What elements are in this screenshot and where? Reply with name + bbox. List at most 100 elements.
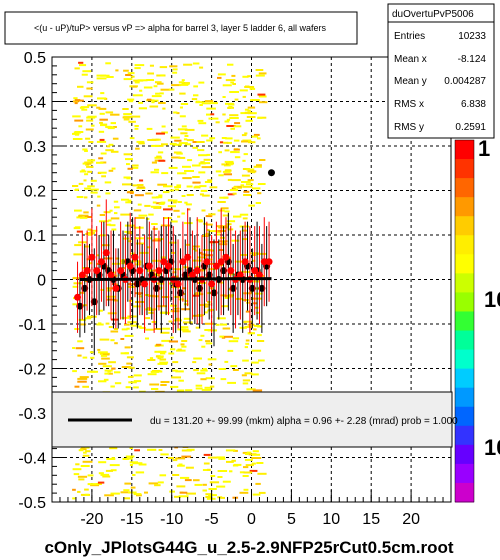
density-cell (127, 167, 133, 170)
density-cell (252, 187, 257, 190)
density-cell (162, 327, 170, 330)
density-cell (208, 363, 212, 366)
density-cell (74, 328, 80, 330)
density-cell (201, 166, 212, 169)
density-cell (195, 101, 205, 104)
density-cell (96, 254, 100, 257)
density-cell (207, 358, 217, 361)
density-cell (221, 163, 228, 166)
density-cell (184, 222, 193, 225)
density-cell (133, 226, 144, 229)
data-point (131, 253, 139, 261)
density-cell (90, 179, 97, 182)
palette-swatch (455, 444, 474, 465)
density-cell (160, 384, 167, 386)
data-point (260, 258, 268, 266)
density-cell (96, 77, 107, 80)
density-cell (127, 315, 137, 318)
density-cell (160, 201, 166, 204)
data-point (107, 271, 115, 279)
density-cell (221, 336, 226, 339)
density-cell (242, 217, 248, 220)
data-point (229, 284, 237, 292)
density-cell (168, 320, 172, 323)
density-cell (180, 326, 189, 329)
data-point (210, 289, 218, 297)
density-cell (147, 246, 151, 249)
density-cell (168, 88, 175, 91)
density-cell (186, 448, 195, 451)
density-cell (151, 223, 158, 225)
density-cell (130, 486, 136, 489)
density-cell (230, 81, 234, 84)
density-cell (198, 220, 203, 223)
density-cell (229, 91, 239, 93)
density-cell (135, 216, 145, 219)
density-cell (247, 332, 254, 335)
density-cell (159, 355, 163, 358)
density-cell (219, 323, 227, 326)
density-cell (156, 82, 164, 85)
density-cell (229, 117, 239, 119)
density-cell (225, 137, 233, 140)
density-cell (218, 281, 224, 284)
density-cell (108, 143, 114, 146)
density-cell (103, 257, 113, 260)
density-cell (232, 192, 237, 195)
density-cell (100, 152, 107, 155)
density-cell (168, 352, 175, 355)
density-cell (72, 303, 78, 306)
density-cell (135, 292, 143, 295)
density-cell (205, 496, 213, 498)
density-cell (196, 100, 200, 103)
density-cell (123, 113, 132, 116)
density-cell (257, 472, 267, 475)
density-cell (109, 447, 118, 450)
density-cell (132, 85, 137, 88)
density-cell (198, 171, 206, 174)
density-cell (252, 450, 259, 453)
data-point (165, 262, 173, 270)
density-cell (241, 181, 251, 183)
density-cell (222, 214, 230, 217)
density-cell (110, 122, 116, 125)
density-cell (206, 107, 216, 110)
density-cell (217, 201, 226, 203)
density-cell (154, 156, 163, 159)
density-cell (74, 133, 80, 136)
palette-swatch (455, 368, 474, 389)
density-cell (218, 368, 227, 370)
density-cell (104, 181, 112, 184)
density-cell (84, 161, 94, 164)
density-cell (203, 162, 210, 165)
density-cell (176, 389, 185, 392)
density-cell (124, 334, 134, 337)
density-cell (90, 356, 95, 359)
density-cell (229, 163, 233, 166)
density-cell (232, 83, 236, 85)
density-cell (89, 351, 94, 354)
density-cell (121, 328, 128, 331)
density-cell (258, 95, 267, 98)
density-cell (163, 208, 173, 211)
density-cell (123, 118, 130, 121)
density-cell (153, 99, 159, 102)
density-cell (176, 485, 186, 488)
density-cell (159, 361, 169, 364)
density-cell (169, 189, 174, 192)
density-cell (110, 150, 119, 153)
density-cell (231, 179, 241, 182)
density-cell (86, 165, 94, 168)
density-cell (198, 81, 205, 84)
density-cell (131, 260, 142, 263)
density-cell (106, 145, 111, 148)
density-cell (110, 385, 115, 388)
data-point (102, 249, 110, 257)
density-cell (179, 491, 188, 494)
density-cell (181, 328, 189, 331)
density-cell (123, 69, 129, 72)
density-cell (104, 369, 113, 372)
density-cell (242, 359, 249, 362)
density-cell (202, 489, 207, 492)
data-point (81, 284, 89, 292)
